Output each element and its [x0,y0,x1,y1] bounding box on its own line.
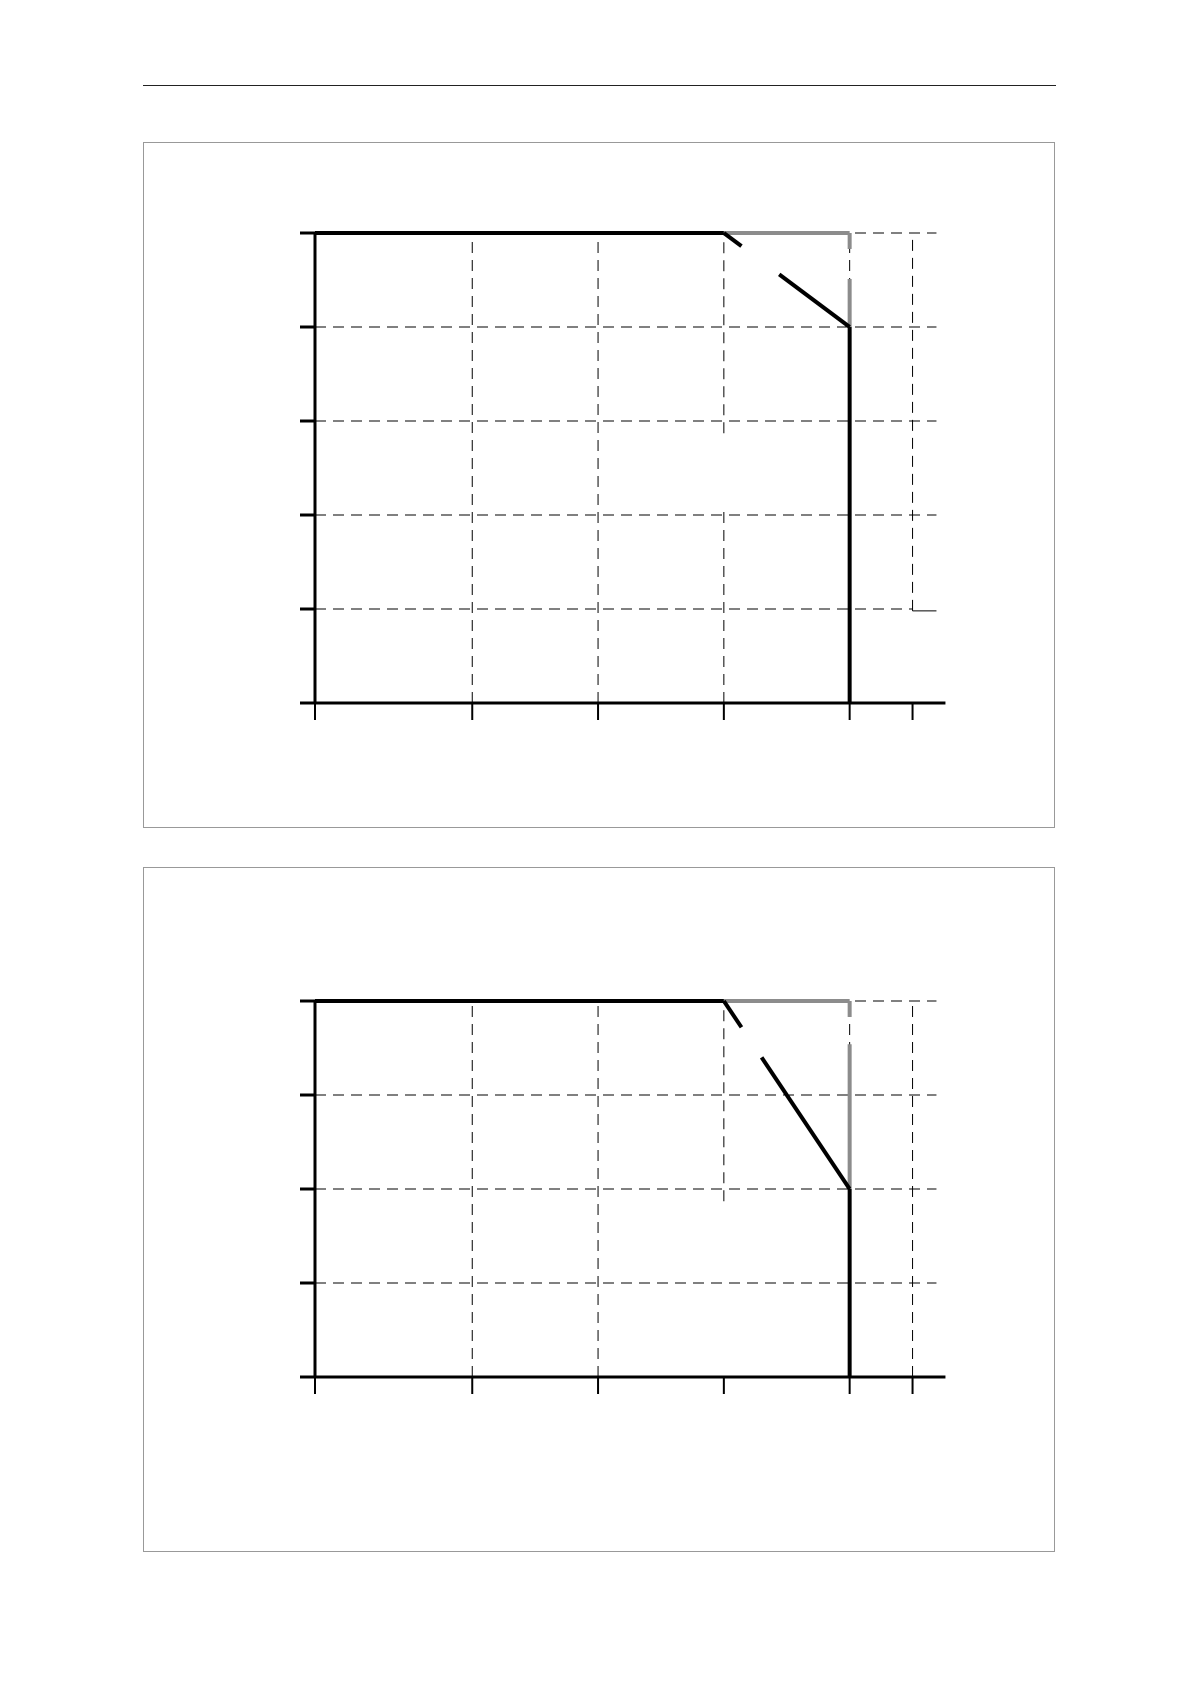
chart-frame-2 [143,867,1055,1552]
series-primary-segment [722,999,744,1029]
chart-frame-1 [143,142,1055,828]
series-primary-segment [722,231,743,248]
header-rule [143,85,1056,86]
series-primary-segment [778,272,851,329]
series-primary-segment [759,1056,852,1191]
